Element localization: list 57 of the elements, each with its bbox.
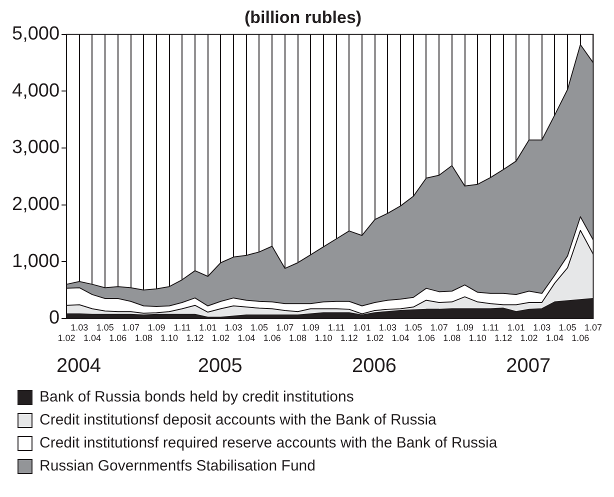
x-tick-label: 1.07	[430, 322, 448, 332]
x-tick-label: 1.01	[507, 322, 525, 332]
x-tick-label: 1.04	[392, 333, 410, 344]
x-tick-label: 1.10	[160, 333, 178, 344]
legend-label: Credit institutionsf deposit accounts with the Bank of Russia	[40, 412, 438, 429]
x-tick-label: 1.02	[212, 333, 230, 344]
legend-label: Bank of Russia bonds held by credit institutions	[40, 388, 354, 406]
x-tick-label: 1.05	[96, 322, 114, 332]
x-tick-label: 1.11	[328, 322, 345, 332]
text: 2006	[352, 354, 397, 377]
x-tick-label: 1.01	[353, 322, 371, 332]
chart-title: (billion rubles)	[244, 8, 362, 27]
text: 2005	[198, 354, 242, 377]
text: 2007	[506, 354, 551, 377]
x-tick-label: 1.06	[417, 333, 436, 344]
text: 2004	[56, 354, 102, 377]
x-tick-label: 1.03	[70, 322, 88, 332]
y-tick-label: 5,000	[12, 24, 60, 45]
x-tick-label: 1.09	[456, 322, 474, 332]
x-tick-label: 1.02	[366, 333, 384, 344]
x-tick-label: 1.10	[468, 333, 486, 344]
x-tick-label: 1.12	[186, 333, 204, 344]
x-tick-label: 1.02	[58, 333, 76, 344]
x-tick-label: 1.09	[302, 322, 320, 332]
y-tick-label: 3,000	[12, 137, 60, 158]
x-tick-label: 1.07	[584, 322, 602, 332]
legend-label: Credit institutionsf required reserve accounts with the Bank of Russia	[40, 434, 498, 452]
y-tick-label: 2,000	[12, 194, 60, 216]
x-tick-label: 1.05	[250, 322, 268, 332]
x-tick-label: 1.03	[224, 322, 242, 332]
x-tick-label: 1.07	[122, 322, 140, 332]
x-tick-label: 1.12	[340, 333, 358, 344]
x-tick-label: 1.11	[482, 322, 499, 332]
x-tick-label: 1.03	[533, 322, 551, 332]
x-tick-label: 1.08	[289, 333, 307, 344]
x-tick-label: 1.05	[404, 322, 422, 332]
x-tick-label: 1.05	[558, 322, 576, 332]
x-tick-label: 1.12	[494, 333, 512, 344]
x-tick-label: 1.03	[378, 322, 396, 332]
x-tick-label: 1.09	[148, 322, 166, 332]
x-tick-label: 1.10	[314, 333, 332, 344]
y-tick-label: 4,000	[12, 80, 60, 102]
x-tick-label: 1.07	[276, 322, 294, 332]
x-tick-label: 1.04	[238, 333, 256, 344]
x-tick-label: 1.06	[572, 333, 590, 344]
x-tick-label: 1.06	[263, 333, 281, 344]
x-tick-label: 1.08	[134, 333, 152, 344]
x-tick-label: 1.11	[174, 322, 191, 332]
x-tick-label: 1.04	[83, 333, 102, 344]
x-tick-label: 1.04	[546, 333, 564, 344]
x-tick-label: 1.01	[199, 322, 217, 332]
x-tick-label: 1.08	[443, 333, 461, 344]
y-tick-label: 1,000	[12, 250, 60, 272]
y-tick-label: 0	[48, 308, 60, 329]
x-tick-label: 1.02	[520, 333, 538, 344]
x-tick-label: 1.06	[109, 333, 127, 344]
legend-label: Russian Governmentfs Stabilisation Fund	[40, 458, 316, 475]
